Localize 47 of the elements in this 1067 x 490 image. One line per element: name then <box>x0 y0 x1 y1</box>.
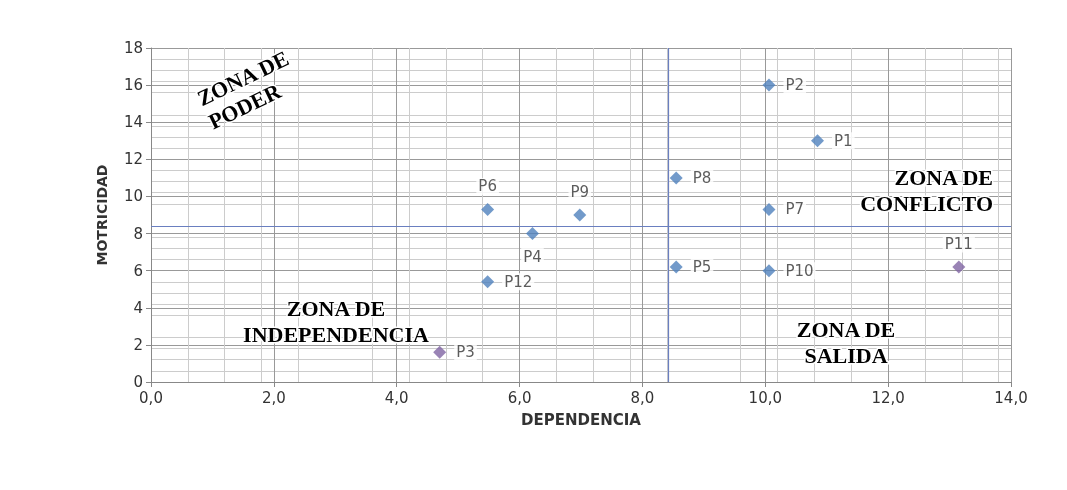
data-label: P7 <box>785 200 805 219</box>
y-tick-label: 18 <box>123 39 143 57</box>
x-tick-label: 10,0 <box>748 388 782 407</box>
data-label: P6 <box>478 177 497 196</box>
point <box>669 260 683 274</box>
x-tick-label: 12,0 <box>871 388 905 407</box>
y-tick-label: 12 <box>123 150 143 169</box>
data-label: P1 <box>834 131 853 150</box>
y-tick-label: 0 <box>133 373 143 391</box>
data-label: P3 <box>456 343 475 362</box>
annotation: ZONA DE INDEPENDENCIA <box>243 295 430 347</box>
data-label: P11 <box>944 234 973 253</box>
x-axis-title: DEPENDENCIA <box>521 410 642 429</box>
y-tick-label: 14 <box>123 113 143 132</box>
y-tick-label: 6 <box>133 261 143 280</box>
point <box>481 202 495 216</box>
data-label: P4 <box>523 247 542 266</box>
y-tick-label: 4 <box>133 298 143 317</box>
y-tick-label: 2 <box>133 335 143 354</box>
point <box>811 134 824 148</box>
data-label: P2 <box>785 76 805 95</box>
annotation: ZONA DE CONFLICTO <box>860 164 993 216</box>
x-tick-label: 8,0 <box>630 388 655 407</box>
data-label: P10 <box>785 261 814 280</box>
x-tick-label: 2,0 <box>261 388 286 407</box>
y-tick-label: 8 <box>133 224 143 243</box>
point <box>481 275 495 289</box>
point <box>762 202 776 216</box>
data-label: P5 <box>692 257 712 276</box>
x-tick-label: 4,0 <box>384 388 409 407</box>
x-tick-label: 0,0 <box>139 388 163 407</box>
data-label: P8 <box>692 168 712 187</box>
point <box>762 264 776 278</box>
point <box>573 208 587 222</box>
data-label: P12 <box>504 272 533 291</box>
point <box>433 345 447 359</box>
y-tick-label: 10 <box>123 187 143 206</box>
annotation: ZONA DE SALIDA <box>796 316 896 368</box>
x-tick-label: 14,0 <box>994 388 1028 407</box>
point <box>952 260 966 274</box>
data-label: P9 <box>570 183 590 201</box>
point <box>669 171 683 185</box>
point <box>525 227 539 241</box>
point <box>762 78 776 92</box>
x-tick-label: 6,0 <box>507 388 532 407</box>
y-tick-label: 16 <box>123 76 143 95</box>
y-axis-title: MOTRICIDAD <box>94 164 110 266</box>
